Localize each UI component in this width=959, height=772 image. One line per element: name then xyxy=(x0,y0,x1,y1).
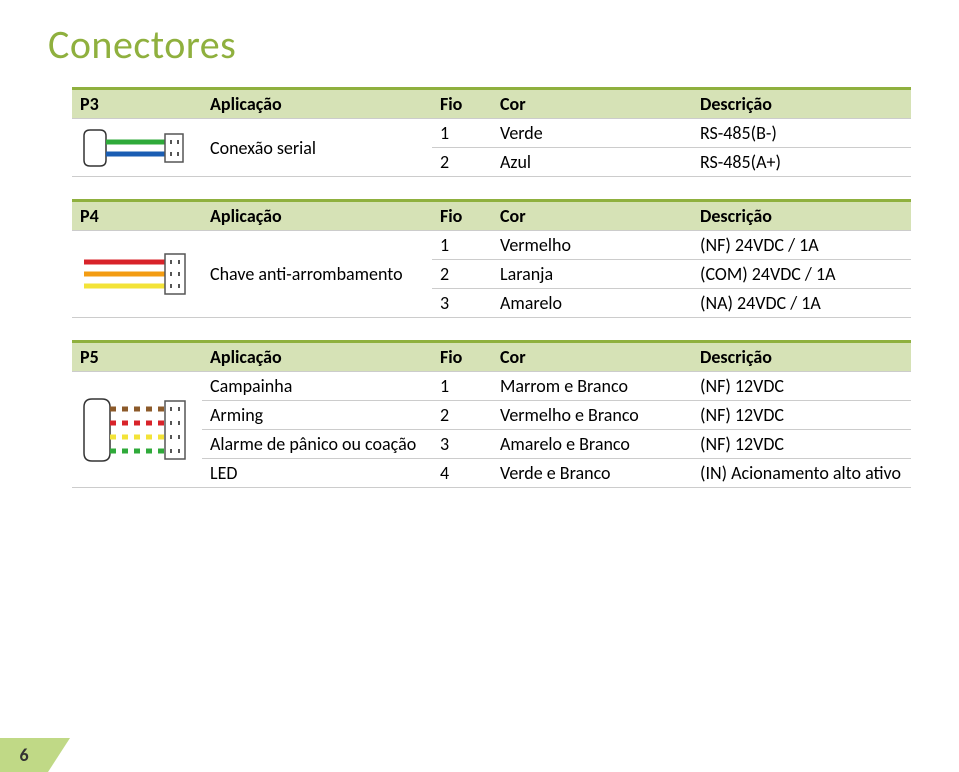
table-row: Chave anti-arrombamento 1 Vermelho (NF) … xyxy=(72,231,911,260)
fio-cell: 4 xyxy=(432,459,492,488)
table-p3: P3 Aplicação Fio Cor Descrição Conexão s… xyxy=(72,87,911,177)
fio-cell: 2 xyxy=(432,148,492,177)
cor-cell: Amarelo xyxy=(492,289,692,318)
desc-cell: (NF) 12VDC xyxy=(692,401,911,430)
cor-cell: Verde e Branco xyxy=(492,459,692,488)
col-app: Aplicação xyxy=(202,89,432,119)
cor-cell: Laranja xyxy=(492,260,692,289)
connector-p5-icon xyxy=(72,372,202,488)
desc-cell: RS-485(B-) xyxy=(692,119,911,148)
col-cor: Cor xyxy=(492,342,692,372)
col-desc: Descrição xyxy=(692,342,911,372)
app-cell: LED xyxy=(202,459,432,488)
app-cell: Chave anti-arrombamento xyxy=(202,231,432,318)
connector-p4-icon xyxy=(72,231,202,318)
table-row: Campainha 1 Marrom e Branco (NF) 12VDC xyxy=(72,372,911,401)
table-p4: P4 Aplicação Fio Cor Descrição Chave ant… xyxy=(72,199,911,318)
desc-cell: RS-485(A+) xyxy=(692,148,911,177)
col-desc: Descrição xyxy=(692,89,911,119)
table-p4-section: P4 Aplicação Fio Cor Descrição Chave ant… xyxy=(0,199,959,318)
col-app: Aplicação xyxy=(202,201,432,231)
cor-cell: Amarelo e Branco xyxy=(492,430,692,459)
connector-p3-icon xyxy=(72,119,202,177)
app-cell: Arming xyxy=(202,401,432,430)
table-p3-section: P3 Aplicação Fio Cor Descrição Conexão s… xyxy=(0,87,959,177)
fio-cell: 2 xyxy=(432,401,492,430)
table-row: Conexão serial 1 Verde RS-485(B-) xyxy=(72,119,911,148)
col-app: Aplicação xyxy=(202,342,432,372)
col-fio: Fio xyxy=(432,201,492,231)
cor-cell: Verde xyxy=(492,119,692,148)
footer: 6 xyxy=(0,738,959,772)
col-desc: Descrição xyxy=(692,201,911,231)
desc-cell: (NF) 24VDC / 1A xyxy=(692,231,911,260)
page-title: Conectores xyxy=(0,0,959,87)
desc-cell: (NF) 12VDC xyxy=(692,430,911,459)
fio-cell: 3 xyxy=(432,430,492,459)
fio-cell: 2 xyxy=(432,260,492,289)
cor-cell: Vermelho xyxy=(492,231,692,260)
table-p5: P5 Aplicação Fio Cor Descrição xyxy=(72,340,911,488)
app-cell: Campainha xyxy=(202,372,432,401)
cor-cell: Azul xyxy=(492,148,692,177)
p4-label: P4 xyxy=(72,201,202,231)
p3-label: P3 xyxy=(72,89,202,119)
app-cell: Alarme de pânico ou coação xyxy=(202,430,432,459)
p5-label: P5 xyxy=(72,342,202,372)
cor-cell: Vermelho e Branco xyxy=(492,401,692,430)
col-fio: Fio xyxy=(432,89,492,119)
fio-cell: 1 xyxy=(432,119,492,148)
page-number: 6 xyxy=(0,738,48,772)
col-fio: Fio xyxy=(432,342,492,372)
desc-cell: (COM) 24VDC / 1A xyxy=(692,260,911,289)
table-p5-section: P5 Aplicação Fio Cor Descrição xyxy=(0,340,959,488)
col-cor: Cor xyxy=(492,201,692,231)
desc-cell: (IN) Acionamento alto ativo xyxy=(692,459,911,488)
cor-cell: Marrom e Branco xyxy=(492,372,692,401)
fio-cell: 1 xyxy=(432,372,492,401)
app-cell: Conexão serial xyxy=(202,119,432,177)
col-cor: Cor xyxy=(492,89,692,119)
fio-cell: 3 xyxy=(432,289,492,318)
desc-cell: (NF) 12VDC xyxy=(692,372,911,401)
fio-cell: 1 xyxy=(432,231,492,260)
desc-cell: (NA) 24VDC / 1A xyxy=(692,289,911,318)
